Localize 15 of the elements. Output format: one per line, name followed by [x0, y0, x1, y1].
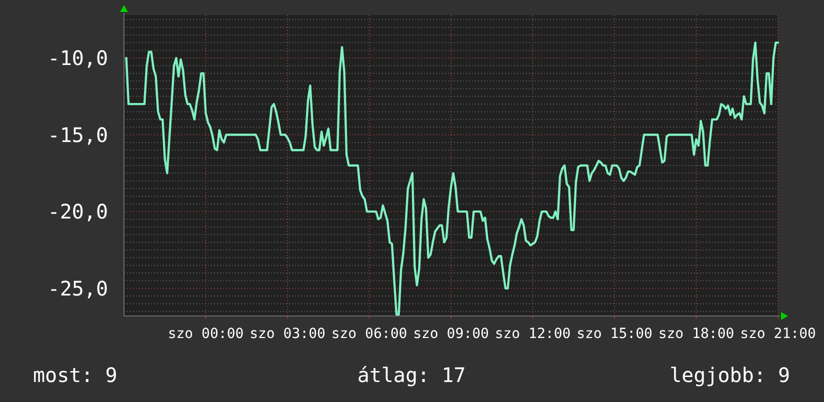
x-tick-label: szo 09:00 [413, 326, 489, 342]
x-tick-label: szo 21:00 [740, 326, 816, 342]
text: átlag: 17 [357, 363, 466, 387]
x-tick-label: szo 06:00 [331, 326, 408, 342]
x-tick-label: szo 12:00 [494, 326, 571, 342]
text: most: 9 [33, 363, 118, 387]
y-tick-label: -20,0 [48, 200, 108, 224]
x-tick-label: szo 03:00 [250, 326, 326, 342]
y-tick-label: -15,0 [48, 122, 108, 147]
text: legjobb: 9 [670, 363, 790, 387]
x-tick-label: szo 18:00 [658, 326, 734, 342]
y-tick-label: -25,0 [48, 276, 108, 300]
x-tick-label: szo 15:00 [576, 326, 652, 342]
x-tick-label: szo 00:00 [168, 326, 244, 342]
y-tick-label: -10,0 [48, 46, 108, 70]
